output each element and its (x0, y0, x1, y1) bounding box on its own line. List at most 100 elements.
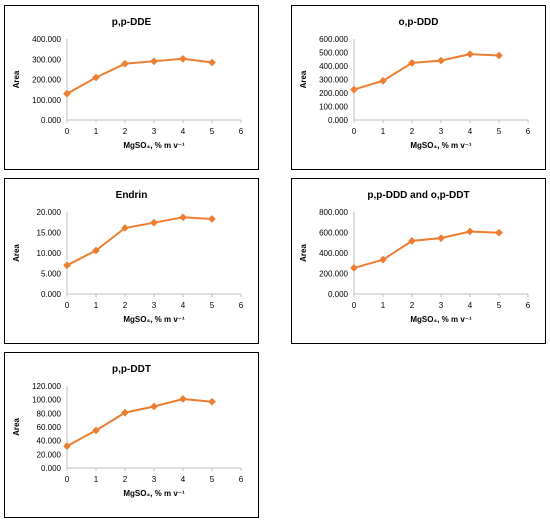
x-tick-label: 0 (352, 301, 357, 310)
y-tick-label: 5.000 (41, 270, 62, 279)
data-point (350, 263, 358, 272)
x-tick-label: 2 (410, 301, 415, 310)
data-point (92, 426, 100, 435)
y-tick-label: 500.000 (319, 49, 348, 58)
y-tick-label: 400.000 (319, 62, 348, 71)
x-tick-label: 3 (152, 127, 157, 136)
data-point (208, 58, 216, 67)
x-tick-label: 6 (239, 127, 244, 136)
y-axis-label: Area (12, 70, 21, 88)
chart-title: p,p-DDT (112, 364, 151, 375)
x-axis-label: MgSO₄, % m v⁻¹ (410, 315, 472, 324)
y-tick-label: 0.000 (41, 290, 62, 299)
x-tick-label: 4 (181, 475, 186, 484)
data-point (179, 395, 187, 403)
x-tick-label: 2 (123, 301, 128, 310)
chart-svg: p,p-DDD and o,p-DDT 0.000 200.000 400.000 6 0… (299, 190, 531, 324)
x-tick-label: 2 (123, 475, 128, 484)
y-tick-label: 100.000 (32, 396, 61, 405)
y-tick-label: 200.000 (32, 76, 61, 85)
x-tick-label: 4 (468, 127, 473, 136)
x-tick-label: 3 (152, 301, 157, 310)
x-axis-label: MgSO₄, % m v⁻¹ (123, 315, 185, 324)
y-tick-label: 800.000 (319, 208, 348, 217)
chart-svg: p,p-DDE 0.000 100.000 200.000 300.000 400.000… (12, 17, 244, 150)
y-tick-label: 0.000 (328, 290, 349, 299)
x-tick-label: 2 (123, 127, 128, 136)
series-line (66, 216, 213, 267)
y-tick-label: 600.000 (319, 35, 348, 44)
chart-panel-pp-ddt: p,p-DDT 0.000 20.000 40.000 60.000 80.000 100.… (4, 352, 259, 518)
data-point (350, 85, 358, 94)
series-line (66, 398, 213, 448)
x-tick-label: 3 (152, 475, 157, 484)
data-point (495, 228, 503, 237)
x-tick-label: 6 (239, 301, 244, 310)
data-point (92, 73, 100, 82)
y-tick-label: 80.000 (37, 409, 62, 418)
x-tick-label: 1 (94, 127, 99, 136)
x-axis-label: MgSO₄, % m v⁻¹ (123, 489, 185, 498)
chart-title: p,p-DDD and o,p-DDT (367, 190, 469, 201)
data-point (437, 234, 445, 243)
x-axis-label: MgSO₄, % m v⁻¹ (123, 141, 185, 150)
y-tick-label: 200.000 (319, 89, 348, 98)
chart-panel-op-ddd: o,p-DDD 0.000 100.000 200.000 300.000 400.000… (291, 5, 546, 170)
y-tick-label: 400.000 (319, 249, 348, 258)
y-tick-label: 0.000 (41, 116, 62, 125)
data-point (437, 56, 445, 65)
chart-title: p,p-DDE (112, 17, 152, 28)
y-tick-label: 20.000 (37, 450, 62, 459)
data-point (63, 89, 71, 98)
data-point (179, 54, 187, 63)
x-tick-label: 5 (497, 301, 502, 310)
x-tick-label: 4 (181, 127, 186, 136)
y-tick-label: 100.000 (319, 103, 348, 112)
x-tick-label: 0 (65, 127, 70, 136)
x-tick-label: 3 (439, 127, 444, 136)
data-point (150, 57, 158, 66)
x-tick-label: 0 (65, 301, 70, 310)
y-tick-label: 40.000 (37, 437, 62, 446)
y-axis-label: Area (299, 244, 308, 262)
data-point (150, 402, 158, 411)
series-line (66, 57, 213, 95)
x-tick-label: 5 (210, 127, 215, 136)
data-point (121, 224, 129, 232)
y-tick-label: 10.000 (37, 249, 62, 258)
data-point (379, 255, 387, 264)
y-tick-label: 0.000 (328, 116, 349, 125)
y-tick-label: 20.000 (37, 208, 62, 217)
data-point (150, 218, 158, 227)
data-point (63, 442, 71, 451)
chart-title: Endrin (116, 190, 148, 201)
x-tick-label: 1 (94, 475, 99, 484)
data-point (92, 246, 100, 255)
x-tick-label: 5 (497, 127, 502, 136)
data-point (408, 236, 416, 245)
chart-svg: Endrin 0.000 5.000 10.000 15.000 20.000 0 1 2 3 4 5… (12, 190, 244, 324)
data-point (408, 58, 416, 67)
y-tick-label: 400.000 (32, 35, 61, 44)
y-tick-label: 300.000 (32, 55, 61, 64)
y-axis-label: Area (12, 244, 21, 262)
chart-panel-ppddd-opddt: p,p-DDD and o,p-DDT 0.000 200.000 400.000 6 0… (291, 178, 546, 344)
x-tick-label: 3 (439, 301, 444, 310)
x-tick-label: 0 (352, 127, 357, 136)
data-point (121, 59, 129, 68)
x-tick-label: 4 (468, 301, 473, 310)
y-tick-label: 0.000 (41, 464, 62, 473)
y-tick-label: 60.000 (37, 423, 62, 432)
x-tick-label: 1 (94, 301, 99, 310)
data-point (495, 51, 503, 60)
series-line (353, 230, 500, 269)
data-point (208, 215, 216, 223)
x-tick-label: 5 (210, 475, 215, 484)
data-point (379, 76, 387, 85)
y-tick-label: 200.000 (319, 270, 348, 279)
y-tick-label: 120.000 (32, 382, 61, 391)
data-point (63, 261, 71, 270)
x-tick-label: 6 (526, 301, 531, 310)
y-tick-label: 300.000 (319, 76, 348, 85)
chart-title: o,p-DDD (399, 17, 439, 28)
